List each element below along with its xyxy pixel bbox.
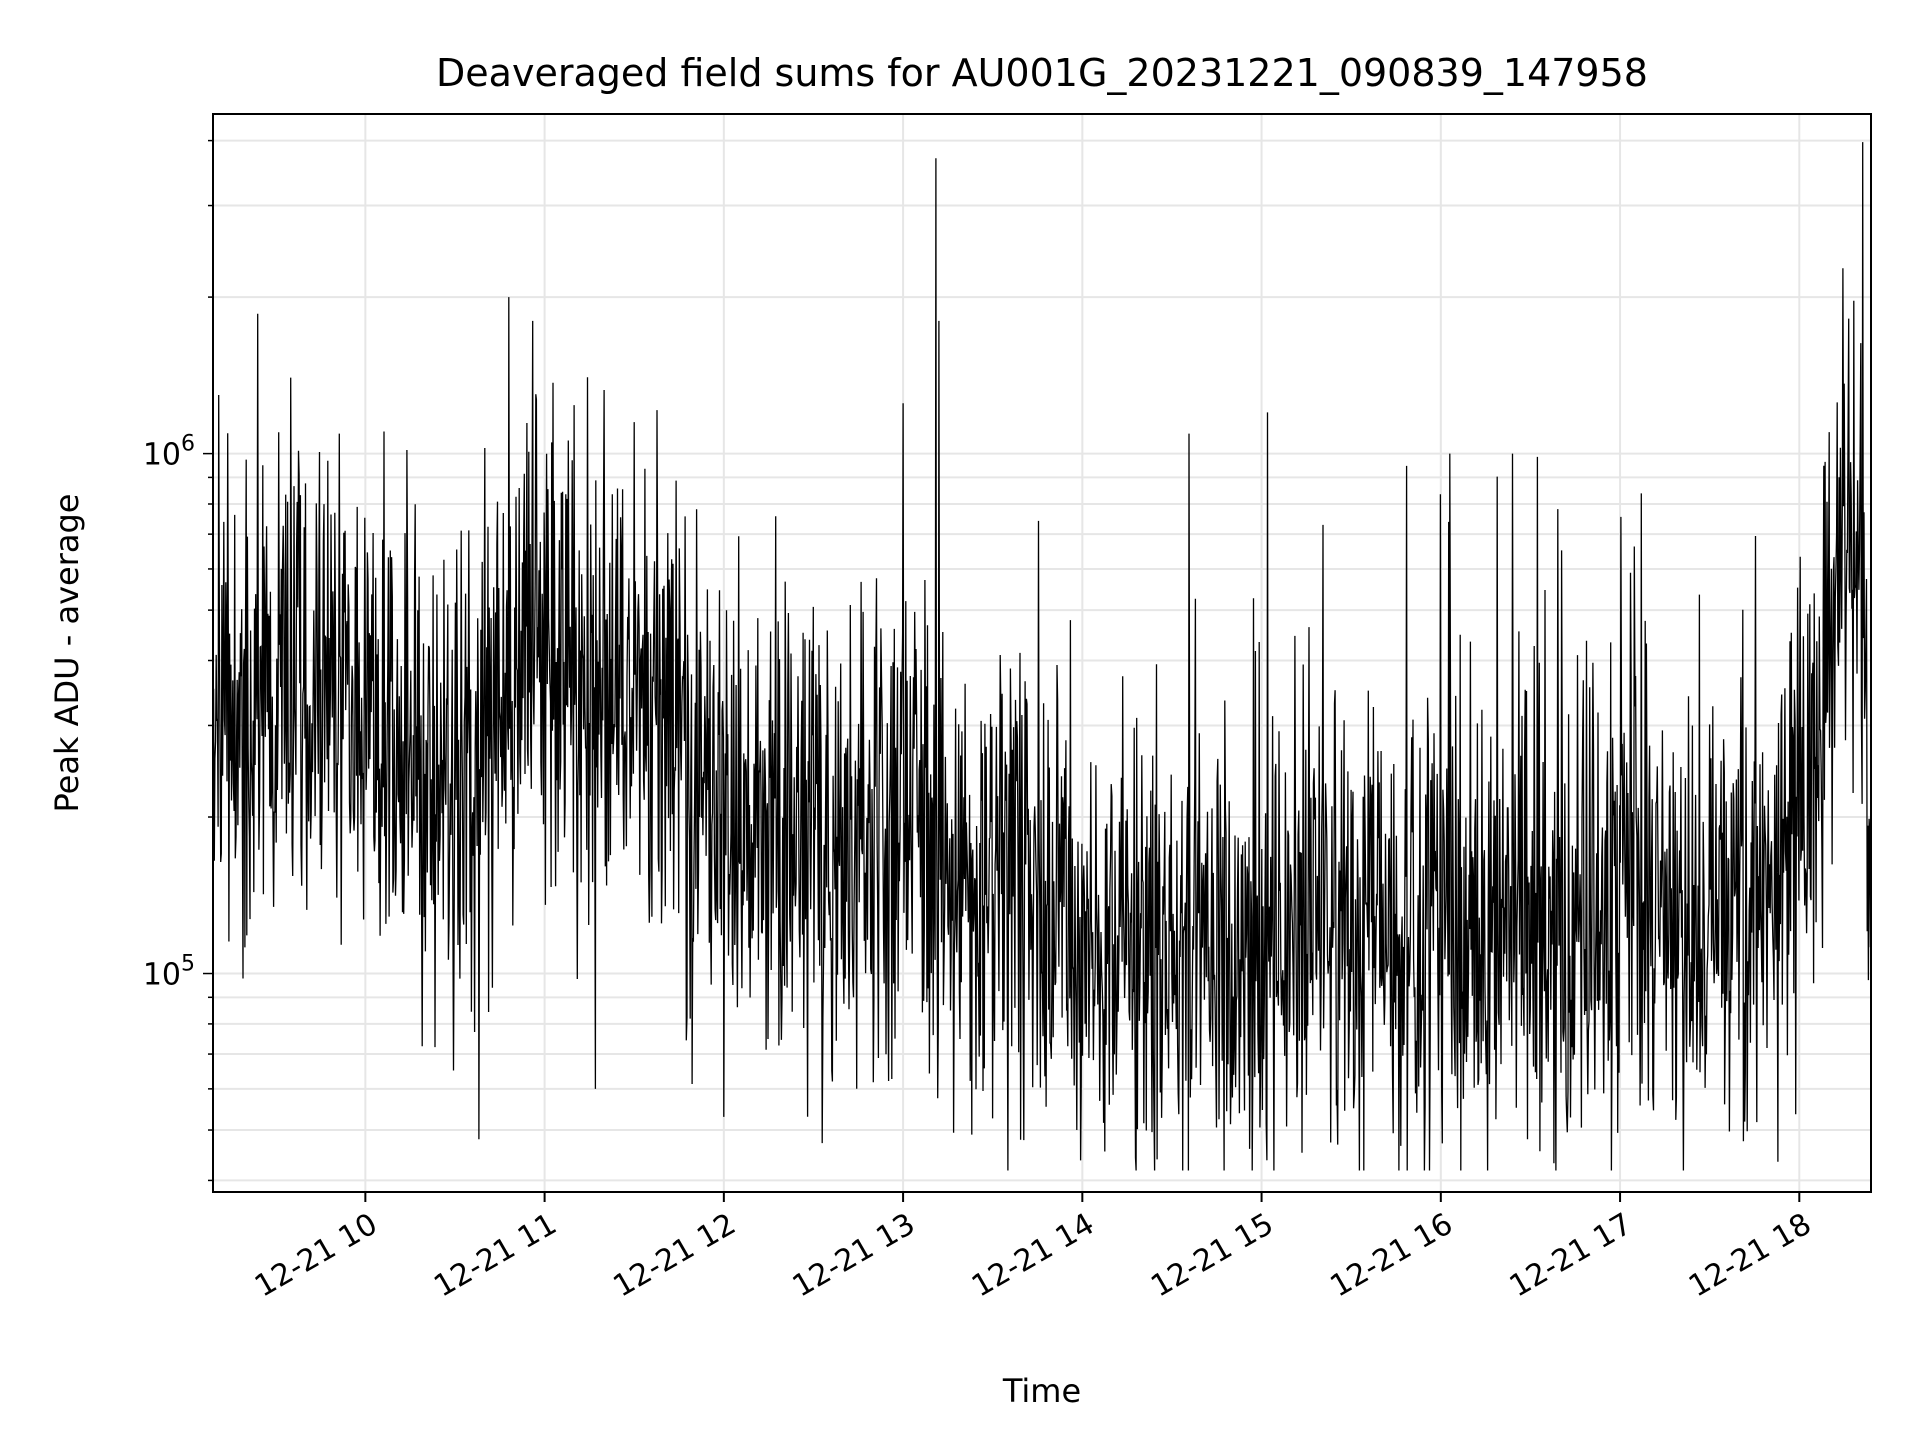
- chart-title: Deaveraged field sums for AU001G_2023122…: [436, 51, 1648, 95]
- series-line: [213, 142, 1871, 1171]
- series-layer: [213, 142, 1871, 1171]
- plot-area: [213, 142, 1871, 1171]
- y-axis: 105 106: [143, 139, 213, 1182]
- y-tick-label: 105: [143, 952, 195, 993]
- x-axis-label: Time: [1002, 1372, 1081, 1410]
- y-tick-label: 106: [143, 432, 195, 473]
- plot-frame: [212, 113, 1872, 1193]
- y-axis-label: Peak ADU - average: [48, 494, 86, 813]
